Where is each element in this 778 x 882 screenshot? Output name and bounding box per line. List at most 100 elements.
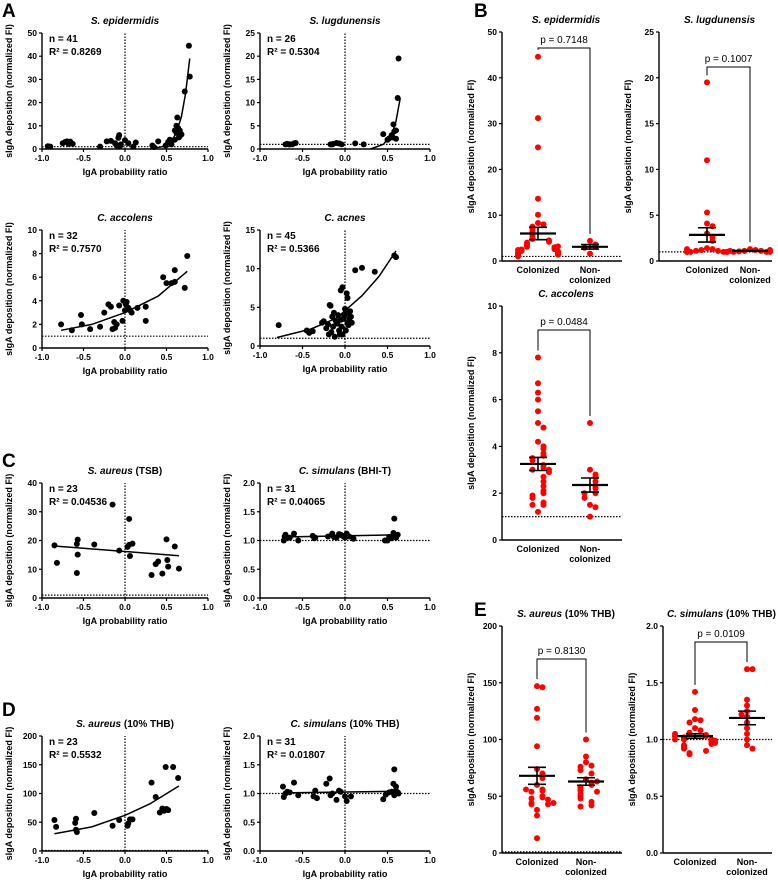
- data-point: [125, 140, 132, 147]
- data-point: [159, 570, 166, 577]
- y-tick-label: 4: [492, 441, 497, 451]
- panel-label-e: E: [474, 600, 487, 621]
- y-tick-label: 1.0: [243, 789, 255, 799]
- data-point: [583, 753, 589, 760]
- data-point: [126, 553, 133, 560]
- y-tick-label: 1.5: [646, 678, 658, 688]
- data-point: [326, 775, 333, 782]
- y-tick-label: 6: [492, 395, 497, 405]
- data-point: [350, 535, 357, 542]
- title-suffix: (10% THB): [121, 719, 174, 730]
- data-point: [693, 247, 699, 254]
- data-point: [371, 268, 378, 275]
- data-point: [744, 702, 750, 709]
- data-point: [291, 779, 297, 786]
- title-species: S. epidermidis: [91, 16, 160, 27]
- y-tick-label: 0: [32, 846, 37, 856]
- data-point: [338, 141, 345, 148]
- data-point: [697, 727, 704, 734]
- y-tick-label: 0.5: [646, 791, 658, 801]
- data-point: [686, 719, 693, 726]
- data-point: [53, 559, 60, 566]
- data-point: [164, 557, 171, 564]
- x-axis-label: IgA probability ratio: [83, 869, 168, 879]
- x-tick-label: -0.5: [76, 352, 91, 362]
- y-tick-label: 6: [32, 272, 37, 282]
- data-point: [577, 767, 584, 774]
- chart-title: S. lugdunensis: [309, 16, 381, 27]
- y-tick-label: 0.0: [243, 846, 255, 856]
- y-tick-label: 200: [483, 621, 497, 631]
- fit-curve: [54, 545, 180, 557]
- data-point: [130, 143, 137, 150]
- chart-title: S. lugdunensis: [684, 15, 756, 26]
- data-point: [329, 790, 336, 797]
- data-point: [291, 530, 297, 537]
- data-point: [338, 323, 345, 330]
- data-point: [744, 696, 750, 703]
- data-point: [592, 485, 599, 492]
- y-tick-label: 0: [32, 343, 37, 353]
- data-point: [555, 243, 561, 250]
- data-point: [535, 508, 541, 515]
- data-point: [323, 780, 330, 787]
- x-tick-label: 0.0: [119, 855, 131, 865]
- data-point: [529, 501, 536, 508]
- data-point: [51, 542, 58, 549]
- x-tick-label: 0.0: [339, 855, 351, 865]
- data-point: [51, 816, 58, 823]
- data-point: [393, 254, 399, 261]
- data-point: [587, 513, 593, 520]
- y-tick-label: 20: [488, 164, 498, 174]
- significance-bracket: [537, 47, 591, 234]
- data-point: [87, 326, 94, 333]
- data-point: [583, 736, 589, 743]
- data-point: [347, 313, 354, 320]
- x-tick-label: 0.5: [161, 352, 173, 362]
- data-point: [704, 79, 710, 86]
- category-label: Colonized: [517, 265, 560, 275]
- y-tick-label: 1.0: [646, 735, 658, 745]
- y-tick-label: 150: [23, 760, 37, 770]
- panel-label-a: A: [2, 1, 16, 22]
- x-axis-label: IgA probability ratio: [83, 616, 168, 626]
- x-tick-label: 1.0: [202, 602, 214, 612]
- data-point: [535, 389, 541, 396]
- x-tick-label: 0.0: [119, 153, 131, 163]
- fit-curve: [283, 790, 398, 794]
- data-point: [540, 464, 547, 471]
- r2-label: R² = 0.5366: [267, 244, 320, 255]
- x-tick-label: 0.0: [339, 153, 351, 163]
- data-point: [749, 745, 756, 752]
- data-point: [535, 53, 541, 60]
- chart-panel-c-5: -1.0 -0.5 0.0 0.5 1.0 0.0 0.5 1.0 1.5 2.0 C. simul…: [222, 466, 436, 626]
- data-point: [279, 783, 286, 790]
- data-point: [672, 730, 678, 737]
- data-point: [181, 88, 188, 95]
- chart-title: C. acnes: [324, 213, 366, 224]
- data-point: [587, 420, 593, 426]
- chart-title: S. aureus (10% THB): [517, 609, 615, 620]
- data-point: [594, 788, 600, 795]
- y-tick-label: 25: [246, 28, 256, 38]
- data-point: [540, 445, 547, 452]
- data-point: [360, 141, 367, 148]
- x-tick-label: 0.0: [339, 602, 351, 612]
- data-point: [767, 247, 773, 254]
- y-axis-label: sIgA deposition (normalized FI): [222, 727, 232, 861]
- data-point: [380, 796, 387, 803]
- y-tick-label: 8: [492, 348, 497, 358]
- data-point: [129, 816, 136, 823]
- category-label: Colonized: [674, 857, 717, 867]
- x-tick-label: 1.0: [424, 602, 436, 612]
- data-point: [592, 490, 599, 497]
- data-point: [534, 812, 540, 819]
- y-tick-label: 10: [246, 98, 256, 108]
- y-axis-label: sIgA deposition (normalized FI): [4, 24, 14, 158]
- y-tick-label: 2.0: [243, 478, 255, 488]
- title-species: C. accolens: [538, 289, 594, 300]
- data-point: [97, 143, 104, 150]
- data-point: [587, 466, 593, 473]
- category-label: Colonized: [517, 544, 560, 554]
